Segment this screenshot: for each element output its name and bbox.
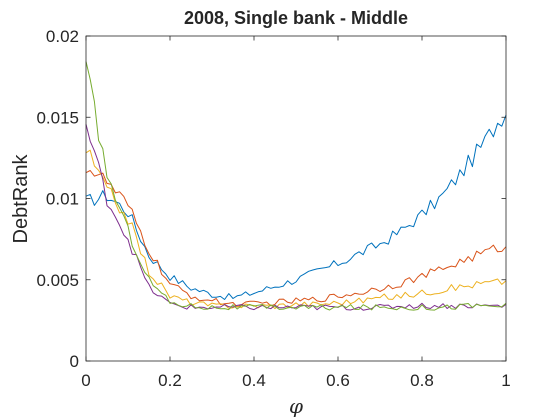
x-tick-label: 0.8	[410, 371, 434, 390]
x-tick-label: 0.6	[326, 371, 350, 390]
x-tick-label: 0.4	[242, 371, 266, 390]
plot-background	[86, 36, 506, 361]
y-tick-label: 0	[70, 352, 79, 371]
chart-title: 2008, Single bank - Middle	[184, 8, 408, 28]
x-tick-label: 1	[501, 371, 510, 390]
x-tick-label: 0	[81, 371, 90, 390]
x-axis-label: φ	[289, 394, 303, 418]
y-tick-label: 0.005	[36, 271, 79, 290]
y-tick-label: 0.015	[36, 108, 79, 127]
plot-area	[86, 36, 506, 361]
y-tick-label: 0.01	[46, 190, 79, 209]
x-tick-label: 0.2	[158, 371, 182, 390]
y-tick-label: 0.02	[46, 27, 79, 46]
y-axis-label: DebtRank	[10, 154, 32, 244]
